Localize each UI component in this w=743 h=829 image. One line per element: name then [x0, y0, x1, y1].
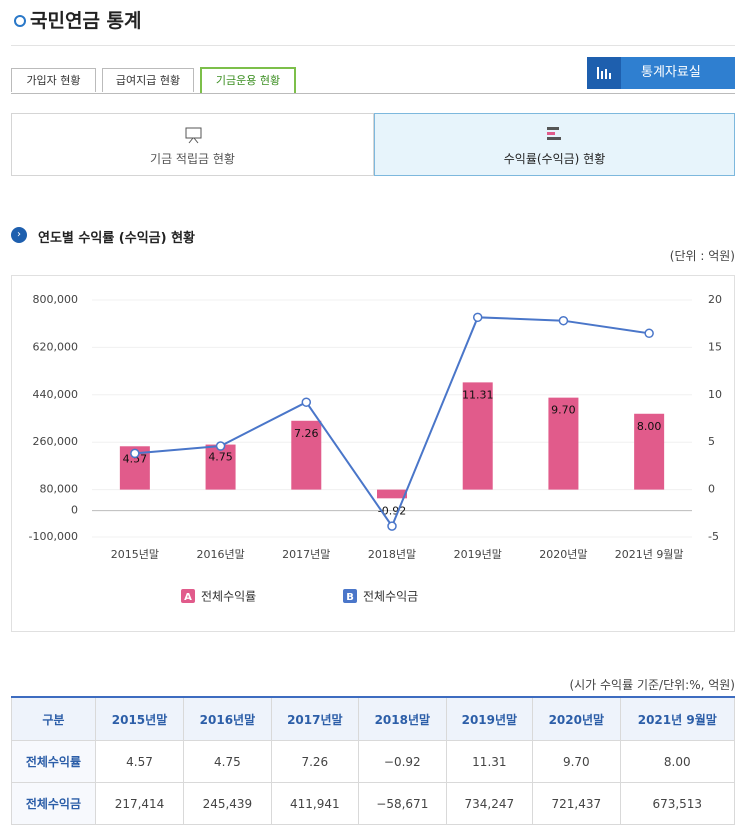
- line-point: [215, 441, 226, 451]
- tab[interactable]: 급여지급 현황: [102, 68, 194, 92]
- title-bullet: [14, 15, 26, 27]
- line-point: [130, 448, 140, 459]
- header-cell: 2021년 9월말: [619, 696, 736, 741]
- y-tick-label: 440,000: [33, 388, 79, 401]
- x-tick-label: 2016년말: [196, 548, 244, 561]
- line-point: [558, 315, 569, 326]
- bar: [377, 489, 407, 499]
- table-row: 전체수익률 4.57 4.75 7.26 −0.92 11.31 9.70 8.00: [11, 740, 736, 783]
- bar-label: 4.75: [208, 451, 233, 464]
- header-cell: 2020년말: [532, 696, 621, 741]
- unit: (단위 : 억원): [669, 249, 735, 263]
- cell: 411,941: [270, 782, 360, 825]
- line-point: [644, 328, 654, 339]
- icon: [185, 127, 202, 144]
- y2-tick-label: 10: [708, 388, 722, 401]
- legend-swatch: [181, 589, 195, 603]
- cell: 721,437: [532, 782, 621, 825]
- header-cell: 2016년말: [183, 696, 272, 741]
- row-header: 전체수익률: [11, 740, 96, 783]
- row-header: 전체수익금: [11, 782, 96, 825]
- bar: [634, 413, 665, 490]
- header-cell: 2019년말: [445, 696, 534, 741]
- cell: 4.57: [94, 740, 185, 783]
- x-tick-label: 2017년말: [282, 548, 330, 561]
- legend-label: 전체수익률: [201, 590, 256, 604]
- legend-label: 전체수익금: [363, 590, 418, 604]
- section-title: 연도별 수익률 (수익금) 현황: [38, 231, 196, 246]
- y-tick-label: 80,000: [40, 483, 79, 496]
- cell: 217,414: [94, 782, 185, 825]
- legend-badge: B: [346, 592, 354, 603]
- stats-button[interactable]: 통계자료실: [587, 57, 735, 89]
- tab-line: [11, 93, 735, 94]
- table-row: 전체수익금 217,414 245,439 411,941 −58,671 734,247…: [11, 782, 736, 825]
- tab[interactable]: 가입자 현황: [11, 68, 96, 92]
- data-table: 구분 2015년말 2016년말 2017년말 2018년말 2019년말 2020년말 20…: [11, 696, 736, 825]
- y2-tick-label: 15: [708, 340, 722, 353]
- x-tick-label: 2015년말: [111, 548, 159, 561]
- cell: 4.75: [183, 740, 272, 783]
- header-row: 구분 2015년말 2016년말 2017년말 2018년말 2019년말 2020년말 20…: [11, 696, 736, 741]
- line-point: [472, 312, 483, 323]
- line-point: [387, 521, 397, 531]
- table-body: 전체수익률 4.57 4.75 7.26 −0.92 11.31 9.70 8.00 전체수익금…: [11, 740, 736, 825]
- x-tick-label: 2018년말: [368, 548, 416, 561]
- chart-box: [11, 275, 735, 632]
- y-tick-label: 800,000: [33, 293, 79, 306]
- header-cell: 2015년말: [94, 696, 185, 741]
- y-tick-label: 260,000: [33, 435, 79, 448]
- x-tick-label: 2021년 9월말: [615, 548, 684, 561]
- subtab-active[interactable]: 수익률(수익금) 현황: [374, 113, 735, 176]
- y2-tick-label: 0: [708, 483, 715, 496]
- y2-tick-label: 5: [708, 435, 715, 448]
- cell: −58,671: [358, 782, 447, 825]
- header-cell: 2017년말: [270, 696, 360, 741]
- divider: [11, 45, 735, 46]
- icon: [597, 67, 611, 79]
- y-tick-label: 620,000: [33, 340, 79, 353]
- x-tick-label: 2019년말: [454, 548, 502, 561]
- y2-tick-label: 20: [708, 293, 722, 306]
- header-cell: 2018년말: [358, 696, 447, 741]
- icon: [547, 127, 561, 140]
- header-cell: 구분: [11, 696, 96, 741]
- page-title: 국민연금 통계: [30, 10, 142, 32]
- legend-swatch: [343, 589, 357, 603]
- cell: −0.92: [358, 740, 447, 783]
- cell: 8.00: [619, 740, 736, 783]
- subtab-label[interactable]: 기금 적립금 현황: [150, 152, 235, 166]
- cell: 734,247: [445, 782, 534, 825]
- button-icon: [587, 57, 621, 89]
- line-point: [301, 397, 312, 407]
- bar: [548, 397, 579, 490]
- y-tick-label: -100,000: [29, 530, 78, 543]
- bar: [462, 382, 493, 490]
- table-note: (시가 수익률 기준/단위:%, 억원): [569, 678, 735, 692]
- legend-badge: A: [184, 592, 192, 603]
- bar-label: 8.00: [637, 420, 662, 433]
- button-label[interactable]: 통계자료실: [641, 65, 701, 80]
- cell: 7.26: [270, 740, 360, 783]
- cell: 673,513: [619, 782, 736, 825]
- cell: 11.31: [445, 740, 534, 783]
- x-tick-label: 2020년말: [539, 548, 587, 561]
- bar: [291, 420, 322, 490]
- y2-tick-label: -5: [708, 530, 719, 543]
- section-bullet: ›: [11, 227, 27, 243]
- bar-label: 11.31: [462, 388, 494, 401]
- bar: [205, 444, 236, 490]
- cell: 245,439: [183, 782, 272, 825]
- y-tick-label: 0: [71, 504, 78, 517]
- bar-label: 4.57: [123, 452, 148, 465]
- subtab-label[interactable]: 수익률(수익금) 현황: [503, 152, 606, 166]
- subtab[interactable]: 기금 적립금 현황: [11, 113, 374, 176]
- cell: 9.70: [532, 740, 621, 783]
- bar-label: 7.26: [294, 427, 319, 440]
- tab-active[interactable]: 기금운용 현황: [200, 67, 296, 93]
- chart: -100,000 0 80,000 260,000 440,000 620,000 800,…: [29, 293, 722, 604]
- bar-label: 9.70: [551, 404, 576, 417]
